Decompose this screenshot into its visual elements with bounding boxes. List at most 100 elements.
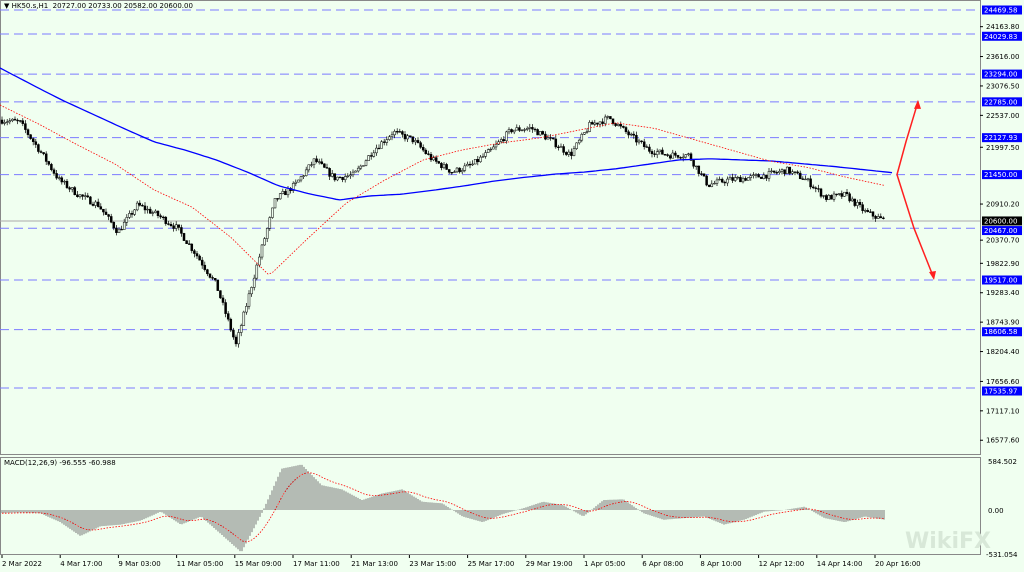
candle-body bbox=[733, 177, 737, 181]
candle-body bbox=[697, 165, 701, 174]
candle-body bbox=[681, 156, 685, 159]
candle-body bbox=[336, 176, 339, 181]
candle-body bbox=[863, 210, 867, 212]
projection-up-arrow bbox=[896, 101, 919, 175]
candle-body bbox=[572, 148, 576, 156]
time-label: 21 Mar 13:00 bbox=[351, 560, 398, 568]
candle-body bbox=[273, 198, 277, 209]
candle-body bbox=[424, 149, 428, 154]
level-badge bbox=[982, 275, 1022, 285]
level-price-label: 20467.00 bbox=[984, 227, 1017, 235]
time-label: 29 Mar 19:00 bbox=[526, 560, 573, 568]
candle-body bbox=[297, 179, 300, 183]
price-tick-label: 17117.10 bbox=[986, 407, 1019, 415]
candle-body bbox=[762, 174, 766, 179]
candle-body bbox=[562, 146, 565, 153]
candle-body bbox=[81, 194, 84, 197]
candle-body bbox=[263, 238, 266, 246]
ma-fast-line bbox=[0, 104, 885, 275]
candle-body bbox=[793, 171, 797, 173]
candle-body bbox=[843, 191, 846, 197]
candle-body bbox=[182, 233, 186, 241]
macd-signal-line bbox=[2, 472, 885, 543]
candle-body bbox=[749, 175, 753, 178]
candle-body bbox=[723, 181, 727, 184]
candle-body bbox=[689, 153, 693, 161]
candle-body bbox=[198, 255, 201, 261]
candle-body bbox=[120, 228, 123, 231]
candle-body bbox=[606, 116, 610, 118]
level-price-label: 24469.58 bbox=[984, 7, 1017, 15]
candle-body bbox=[76, 194, 79, 197]
candle-body bbox=[151, 212, 155, 214]
candle-body bbox=[531, 127, 534, 130]
candle-body bbox=[471, 163, 474, 166]
candle-body bbox=[372, 152, 376, 157]
candle-body bbox=[369, 155, 373, 157]
candle-body bbox=[635, 135, 638, 143]
candle-body bbox=[663, 154, 667, 156]
candle-body bbox=[250, 287, 253, 295]
candle-body bbox=[393, 131, 396, 136]
candle-body bbox=[367, 155, 370, 161]
candle-body bbox=[200, 259, 204, 266]
candle-body bbox=[86, 195, 90, 198]
candle-body bbox=[528, 127, 532, 129]
price-tick-label: 17656.60 bbox=[986, 378, 1019, 386]
candle-body bbox=[3, 122, 6, 124]
candle-body bbox=[388, 136, 391, 140]
candle-body bbox=[619, 124, 623, 127]
candle-body bbox=[68, 187, 71, 190]
time-label: 12 Apr 12:00 bbox=[759, 560, 805, 568]
candle-body bbox=[164, 216, 168, 224]
candle-body bbox=[247, 293, 251, 307]
candle-body bbox=[835, 193, 838, 196]
candle-body bbox=[460, 170, 464, 173]
candle-body bbox=[512, 129, 516, 133]
candle-body bbox=[674, 152, 677, 156]
candle-body bbox=[148, 208, 152, 214]
level-price-label: 22127.93 bbox=[984, 134, 1017, 142]
candle-body bbox=[185, 240, 188, 244]
ohlc-values: 20727.00 20733.00 20582.00 20600.00 bbox=[52, 2, 193, 10]
candle-body bbox=[609, 116, 612, 120]
time-label: 20 Apr 16:00 bbox=[875, 560, 921, 568]
candle-body bbox=[83, 195, 87, 197]
wikifx-watermark: WikiFX bbox=[905, 529, 991, 554]
candle-body bbox=[411, 136, 415, 143]
candle-body bbox=[809, 178, 812, 188]
price-tick-label: 19822.90 bbox=[986, 260, 1019, 268]
time-label: 6 Apr 08:00 bbox=[642, 560, 683, 568]
candle-body bbox=[559, 146, 563, 148]
candle-body bbox=[107, 214, 110, 217]
candle-body bbox=[720, 178, 724, 183]
candle-body bbox=[603, 116, 607, 124]
candle-body bbox=[796, 171, 799, 174]
candle-body bbox=[325, 167, 329, 169]
candle-body bbox=[278, 193, 282, 200]
candle-body bbox=[414, 140, 417, 143]
level-badge bbox=[982, 327, 1022, 337]
candle-body bbox=[135, 202, 139, 211]
candle-body bbox=[502, 139, 506, 142]
candle-body bbox=[380, 141, 383, 149]
candle-body bbox=[146, 208, 149, 211]
candle-body bbox=[861, 204, 864, 211]
candle-body bbox=[317, 161, 321, 163]
candle-body bbox=[575, 142, 578, 149]
candle-body bbox=[416, 140, 420, 143]
candle-body bbox=[653, 153, 656, 155]
candle-body bbox=[741, 178, 745, 183]
candle-body bbox=[853, 198, 857, 206]
candle-body bbox=[89, 196, 92, 205]
candle-body bbox=[354, 170, 357, 173]
candle-body bbox=[715, 179, 719, 184]
candle-body bbox=[206, 269, 209, 275]
candle-body bbox=[518, 127, 521, 131]
candle-body bbox=[8, 120, 12, 123]
time-label: 1 Apr 05:00 bbox=[584, 560, 625, 568]
candle-body bbox=[330, 173, 334, 177]
level-price-label: 19517.00 bbox=[984, 276, 1017, 284]
